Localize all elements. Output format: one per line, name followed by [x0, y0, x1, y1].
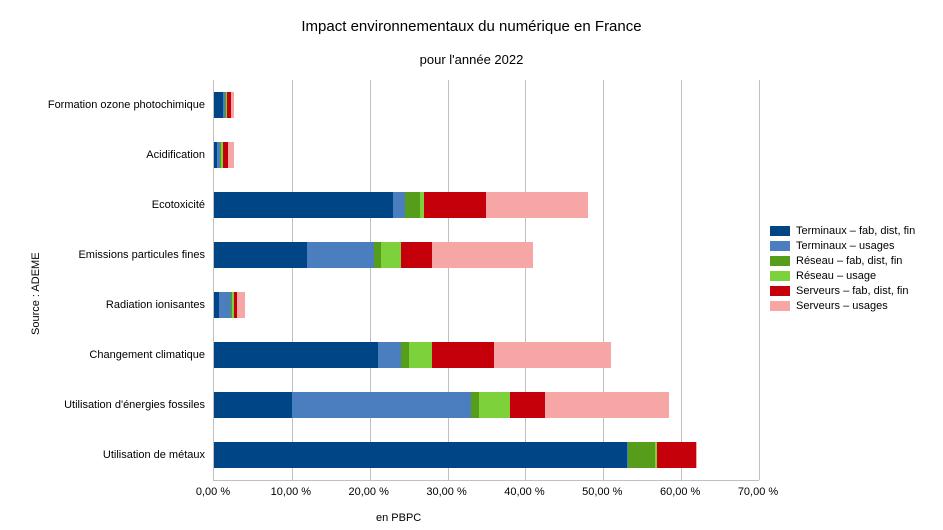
bar-segment-serveurs_use [228, 142, 234, 168]
bar-segment-serveurs_use [231, 92, 234, 118]
bar-segment-serveurs_use [494, 342, 611, 368]
x-tick-label: 20,00 % [349, 486, 389, 498]
bar-segment-reseau_use [381, 242, 400, 268]
x-axis-title: en PBPC [376, 512, 421, 524]
bar-segment-serveurs_use [545, 392, 670, 418]
bar-row [214, 142, 234, 168]
y-tick-label: Utilisation d'énergies fossiles [0, 399, 205, 411]
bar-segment-reseau_fab [471, 392, 479, 418]
legend-swatch [770, 226, 790, 236]
bar-segment-terminaux_use [378, 342, 401, 368]
bar-row [214, 292, 245, 318]
bar-segment-terminaux_fab [214, 342, 378, 368]
bar-segment-reseau_fab [401, 342, 409, 368]
bar-segment-terminaux_fab [214, 442, 627, 468]
legend-label: Terminaux – fab, dist, fin [796, 225, 915, 237]
gridline [603, 80, 604, 480]
legend-label: Serveurs – usages [796, 300, 888, 312]
legend-swatch [770, 286, 790, 296]
bar-segment-terminaux_use [292, 392, 471, 418]
bar-segment-serveurs_use [696, 442, 698, 468]
x-tick-label: 0,00 % [196, 486, 230, 498]
bar-segment-reseau_use [479, 392, 510, 418]
y-tick-label: Acidification [0, 149, 205, 161]
bar-segment-serveurs_use [237, 292, 245, 318]
chart-container: Impact environnementaux du numérique en … [0, 0, 943, 530]
legend-item: Serveurs – fab, dist, fin [770, 285, 915, 297]
source-label: Source : ADEME [30, 252, 42, 335]
bar-segment-serveurs_fab [510, 392, 545, 418]
x-tick-label: 10,00 % [271, 486, 311, 498]
bar-row [214, 92, 234, 118]
x-tick-label: 60,00 % [660, 486, 700, 498]
bar-segment-reseau_fab [628, 442, 655, 468]
gridline [448, 80, 449, 480]
bar-segment-serveurs_fab [424, 192, 486, 218]
bar-row [214, 192, 588, 218]
x-tick-label: 40,00 % [504, 486, 544, 498]
bar-segment-terminaux_fab [214, 242, 307, 268]
legend-swatch [770, 271, 790, 281]
bar-row [214, 442, 697, 468]
y-tick-label: Changement climatique [0, 349, 205, 361]
bar-segment-terminaux_fab [214, 392, 292, 418]
bar-row [214, 342, 611, 368]
bar-segment-terminaux_use [219, 292, 231, 318]
chart-subtitle: pour l'année 2022 [0, 52, 943, 67]
legend-label: Réseau – usage [796, 270, 876, 282]
bar-segment-serveurs_use [486, 192, 587, 218]
legend-item: Réseau – fab, dist, fin [770, 255, 915, 267]
gridline [525, 80, 526, 480]
legend-swatch [770, 241, 790, 251]
bar-segment-reseau_fab [374, 242, 382, 268]
legend-label: Réseau – fab, dist, fin [796, 255, 902, 267]
gridline [759, 80, 760, 480]
x-tick-label: 30,00 % [426, 486, 466, 498]
x-tick-label: 50,00 % [582, 486, 622, 498]
bar-segment-serveurs_fab [432, 342, 494, 368]
legend-swatch [770, 256, 790, 266]
legend-item: Réseau – usage [770, 270, 915, 282]
y-tick-label: Utilisation de métaux [0, 449, 205, 461]
bar-segment-terminaux_fab [214, 92, 223, 118]
bar-segment-serveurs_use [432, 242, 533, 268]
legend: Terminaux – fab, dist, fin Terminaux – us… [770, 225, 915, 315]
y-tick-label: Formation ozone photochimique [0, 99, 205, 111]
legend-label: Serveurs – fab, dist, fin [796, 285, 909, 297]
legend-swatch [770, 301, 790, 311]
plot-area [213, 80, 759, 481]
legend-label: Terminaux – usages [796, 240, 894, 252]
gridline [370, 80, 371, 480]
y-tick-label: Radiation ionisantes [0, 299, 205, 311]
bar-segment-terminaux_use [393, 192, 405, 218]
bar-segment-reseau_fab [405, 192, 421, 218]
bar-segment-terminaux_fab [214, 192, 393, 218]
legend-item: Terminaux – usages [770, 240, 915, 252]
gridline [292, 80, 293, 480]
legend-item: Serveurs – usages [770, 300, 915, 312]
bar-row [214, 392, 669, 418]
legend-item: Terminaux – fab, dist, fin [770, 225, 915, 237]
bar-row [214, 242, 533, 268]
x-tick-label: 70,00 % [738, 486, 778, 498]
y-tick-label: Emissions particules fines [0, 249, 205, 261]
bar-segment-serveurs_fab [401, 242, 432, 268]
gridline [681, 80, 682, 480]
y-tick-label: Ecotoxicité [0, 199, 205, 211]
chart-title: Impact environnementaux du numérique en … [0, 18, 943, 35]
bar-segment-terminaux_use [307, 242, 373, 268]
bar-segment-reseau_use [409, 342, 432, 368]
bar-segment-serveurs_fab [657, 442, 696, 468]
